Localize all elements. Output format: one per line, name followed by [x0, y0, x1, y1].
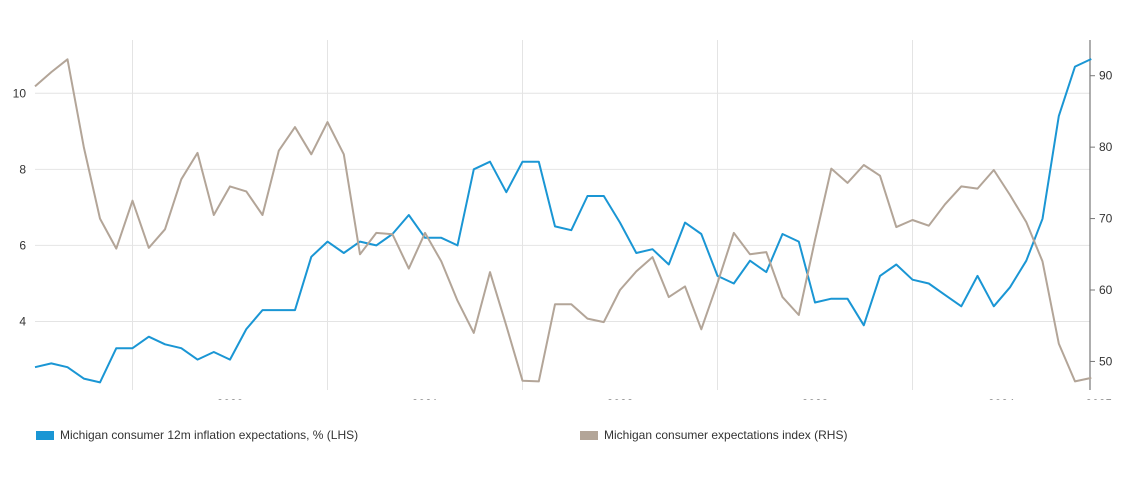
legend-item-expectations-index: Michigan consumer expectations index (RH… [580, 428, 847, 442]
y-right-tick-label: 60 [1099, 283, 1113, 297]
legend-label-inflation-expectations: Michigan consumer 12m inflation expectat… [60, 428, 359, 442]
y-left-tick-label: 4 [19, 315, 26, 329]
legend-swatch-inflation-expectations [36, 430, 54, 440]
chart-svg: 4 6 8 10 50 60 70 80 90 2020 2021 2022 2023 2024 2025 [13, 40, 1113, 411]
y-right-tick-label: 50 [1099, 354, 1113, 368]
series-line-inflation-expectations [34, 58, 1092, 384]
y-left-tick-label: 10 [13, 86, 27, 100]
x-tick-label: 2020 [217, 397, 244, 400]
legend-label-expectations-index: Michigan consumer expectations index (RH… [604, 428, 848, 442]
x-tick-label: 2024 [988, 397, 1015, 400]
legend-swatch-expectations-index [580, 430, 598, 440]
y-right-tick-label: 90 [1099, 69, 1113, 83]
y-right-tick-label: 70 [1099, 212, 1113, 226]
x-tick-label: 2023 [802, 397, 829, 400]
x-tick-label: 2022 [607, 397, 634, 400]
x-tick-label: 2021 [412, 397, 439, 400]
x-tick-label: 2025 [1085, 397, 1112, 400]
y-left-tick-label: 6 [19, 238, 26, 252]
y-left-tick-label: 8 [19, 162, 26, 176]
legend-item-inflation-expectations: Michigan consumer 12m inflation expectat… [36, 428, 358, 442]
y-right-tick-label: 80 [1099, 140, 1113, 154]
series-line-expectations-index [34, 58, 1092, 383]
